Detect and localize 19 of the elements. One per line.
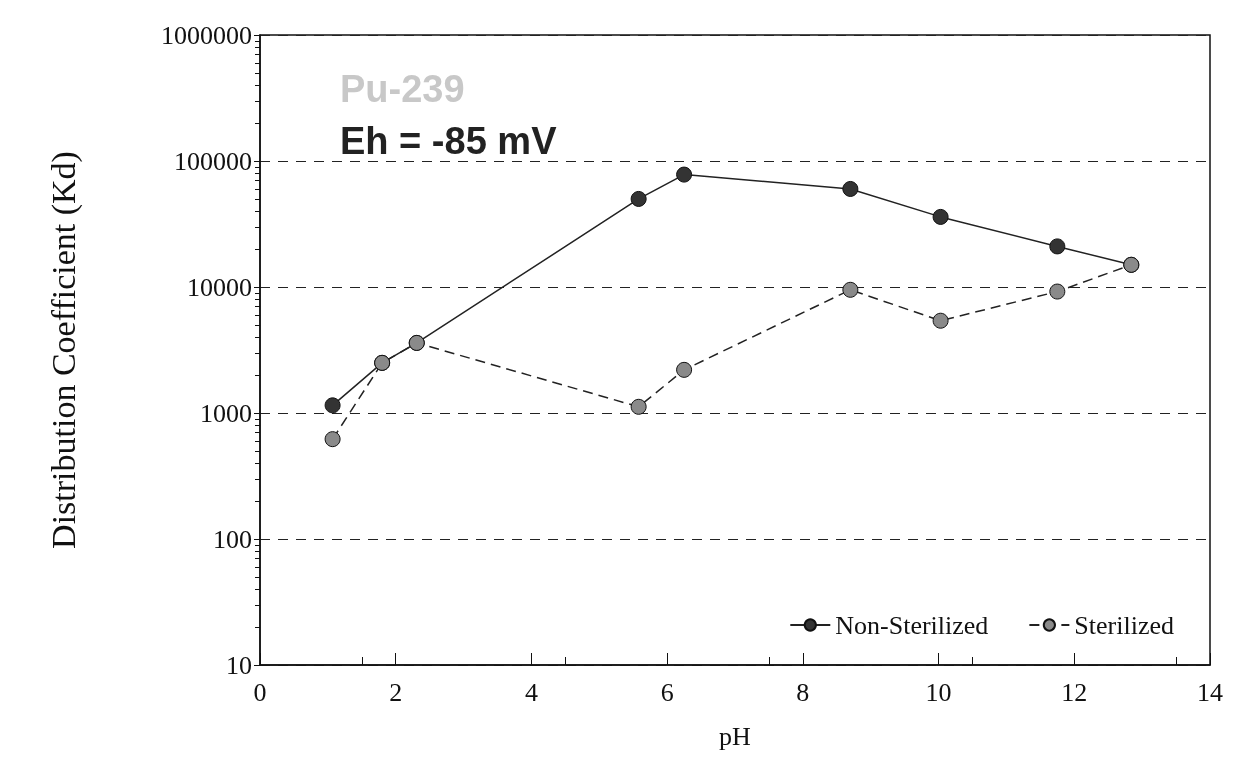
x-tick-label: 14 (1197, 677, 1223, 707)
y-tick-label: 1000 (200, 398, 252, 428)
annotation: Eh = -85 mV (340, 120, 558, 162)
x-tick-label: 8 (796, 677, 810, 707)
y-tick-label: 100 (213, 524, 252, 554)
x-tick-label: 2 (389, 677, 403, 707)
y-tick-label: 10000 (187, 272, 252, 302)
x-tick-label: 4 (524, 677, 538, 707)
x-tick-label: 10 (925, 677, 952, 707)
y-tick-label: 10 (226, 650, 252, 680)
x-tick-label: 0 (253, 677, 267, 707)
legend-label: Non-Sterilized (835, 610, 989, 640)
legend-label: Sterilized (1074, 610, 1175, 640)
x-tick-label: 12 (1061, 677, 1088, 707)
x-tick-label: 6 (660, 677, 674, 707)
y-tick-label: 1000000 (161, 20, 252, 50)
y-axis-title: Distribution Coefficient (Kd) (44, 151, 83, 549)
x-axis-title: pH (719, 721, 752, 751)
y-tick-label: 100000 (174, 146, 252, 176)
